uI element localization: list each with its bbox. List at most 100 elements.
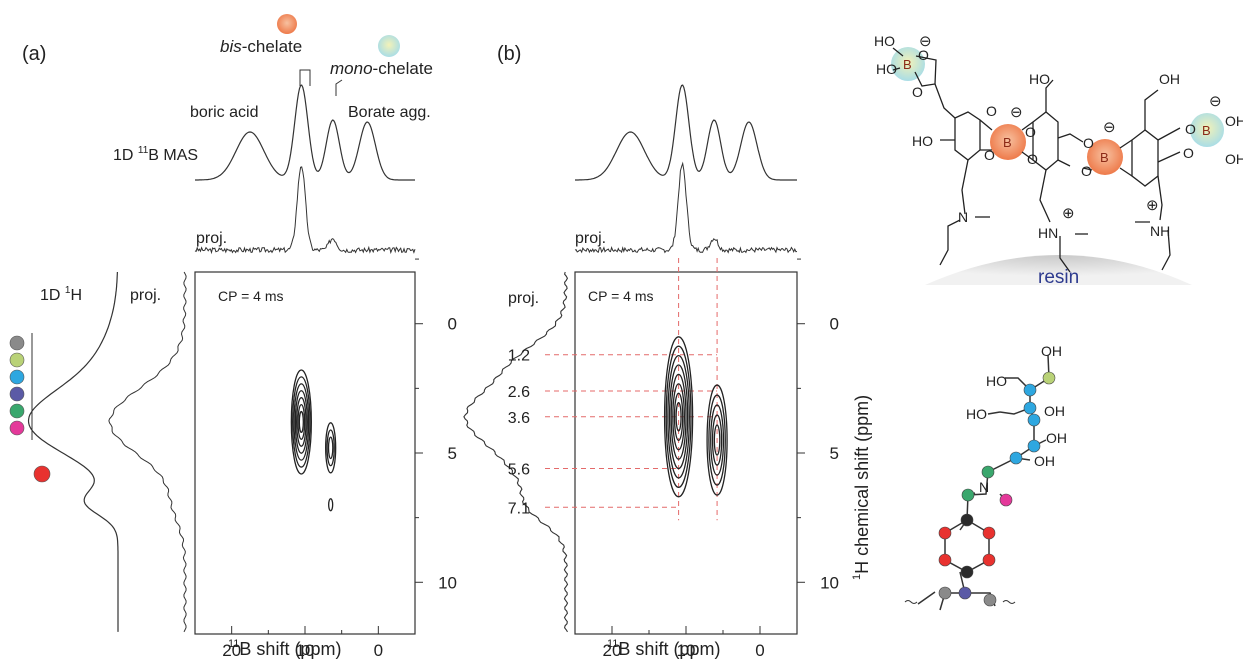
y-tick-label: 10 [438,573,457,592]
axis-ticks-a: 20 10 0 0 5 10 [194,258,457,660]
y-tick-label: 5 [830,444,839,463]
y-tick-label: 10 [820,573,839,592]
atom-label: OH [1225,151,1243,167]
h-shift-label: 1.2 [508,348,530,365]
x-tick-label: 10 [677,641,696,660]
h-1d-label: 1D 1H [40,285,82,304]
contour-line [297,403,306,440]
panel-b: (b) proj. proj. 1.2 2.6 3.6 5.6 7.1 CP = 4 m… [463,43,872,660]
atom-label: O [1081,163,1092,179]
contour-line [672,383,686,451]
contour-line [708,394,726,486]
resin-surface [925,255,1192,285]
mono-boron-right-icon [1190,113,1224,147]
atom-label: HN [1038,225,1058,241]
atom-label: O [1027,151,1038,167]
atom-ball-purple-icon [958,586,972,600]
proj-left-label: proj. [130,287,161,304]
atom-label: B [1202,123,1211,138]
bis-leader-line [299,69,311,86]
atom-label: O [984,147,995,163]
charge-label: ⊖ [919,33,932,50]
x-tick-label: 20 [222,641,241,660]
contour-line [294,390,308,454]
atom-label: OH [1225,113,1243,129]
proj-left-label-b: proj. [508,290,539,307]
charge-label: ⊖ [1010,104,1023,121]
atom-label: O [1183,145,1194,161]
monomer-atom-label: OH [1046,430,1067,446]
color-legend [9,335,51,483]
charge-label: ⊕ [1062,205,1075,222]
atom-ball-green-icon [981,465,995,479]
contour-line [325,422,337,474]
monomer-atom-label: OH [1034,453,1055,469]
h-shift-label: 5.6 [508,462,530,479]
mono-chelate-label: mono-chelate [330,59,433,78]
atom-ball-gray-icon [938,586,952,600]
atom-ball-red-icon [982,553,996,567]
monomer-structure: OH HO OH HO OH OH N [904,343,1067,611]
y-axis-title: 1H chemical shift (ppm) [851,395,872,580]
atom-ball-yellow-icon [1042,371,1056,385]
mono-leader-line [335,79,343,96]
h-shift-marks: 1.2 2.6 3.6 5.6 7.1 [508,348,530,518]
panel-b-letter: (b) [497,43,521,65]
atom-label: O [1083,135,1094,151]
atom-label: O [912,84,923,100]
contours-b [663,336,728,498]
atom-label: O [918,47,929,63]
atom-ball-green-icon [961,488,975,502]
atom-ball-blue-icon [1023,383,1037,397]
charge-label: ⊖ [1209,93,1222,110]
monomer-atom-label: OH [1044,403,1065,419]
cp-label-a: CP = 4 ms [218,288,284,304]
bis-chelate-label: bis-chelate [220,37,302,56]
atom-label: B [903,57,912,72]
legend-blue-ball-icon [9,369,25,385]
contour-line [290,369,312,475]
dashed-guides [545,258,718,521]
legend-gray-ball-icon [9,335,25,351]
atom-ball-red-icon [938,553,952,567]
contour-line [663,336,694,498]
proj-top-label-b: proj. [575,230,606,247]
h-proj-line [108,271,187,633]
contour-line [706,384,728,496]
atom-label: O [986,103,997,119]
chain-break-right [1002,600,1016,604]
mas-spectrum-line-b [575,84,797,181]
atom-ball-blue-icon [1027,413,1041,427]
atom-ball-red-icon [982,526,996,540]
contour-line [326,429,335,467]
x-tick-label: 0 [374,641,383,660]
structure-bonds [892,47,1181,273]
legend-green-ball-icon [9,403,25,419]
contour-line [675,402,682,432]
legend-purple-ball-icon [9,386,25,402]
atom-label: N [958,209,968,225]
contour-line [710,404,725,476]
contour-line [713,424,721,456]
atom-label: O [1185,121,1196,137]
legend-magenta-ball-icon [9,420,25,436]
contour-line [667,354,690,479]
proj-top-line-b [574,161,798,254]
contour-line [296,397,307,447]
legend-red-ball-icon [33,465,51,483]
cp-label-b: CP = 4 ms [588,288,654,304]
monomer-atom-balls [938,371,1056,607]
atom-label: NH [1150,223,1170,239]
h-shift-label: 7.1 [508,500,530,517]
atom-ball-blue-icon [1027,439,1041,453]
contour-line [292,376,311,468]
h-proj-line-b [463,271,569,633]
h-1d-spectrum-line [27,271,119,632]
panel-a-letter: (a) [22,43,46,65]
bis-boron-2-icon [1087,139,1123,175]
contour-line [298,410,304,434]
y-tick-label: 5 [448,444,457,463]
y-tick-label: 0 [830,315,839,334]
